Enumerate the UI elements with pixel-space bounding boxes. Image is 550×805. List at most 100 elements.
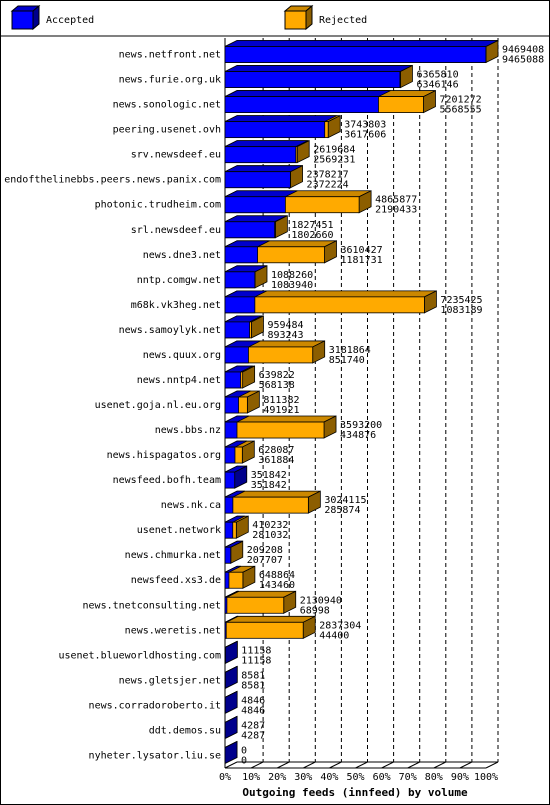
legend-label: Rejected xyxy=(319,15,367,26)
y-tick-label: srl.newsdeef.eu xyxy=(131,225,221,236)
value-label: 851740 xyxy=(329,355,365,366)
bar xyxy=(224,590,297,614)
bar xyxy=(224,490,246,514)
bar-face xyxy=(224,196,286,214)
bar-face xyxy=(224,346,249,364)
value-label: 1083189 xyxy=(440,305,482,316)
tick-mark xyxy=(407,761,420,769)
bar xyxy=(224,465,248,489)
value-label: 361884 xyxy=(258,455,294,466)
legend-label: Accepted xyxy=(46,15,94,26)
y-tick-label: newsfeed.xs3.de xyxy=(131,575,221,586)
bar xyxy=(224,390,251,414)
tick-mark xyxy=(459,761,473,769)
bar-face xyxy=(224,546,232,564)
bar xyxy=(224,565,242,589)
tick-mark xyxy=(433,761,447,769)
value-label: 3617606 xyxy=(344,130,386,141)
bar xyxy=(224,640,238,664)
value-label: 44400 xyxy=(319,630,349,641)
value-label: 8581 xyxy=(241,680,265,691)
value-label: 11158 xyxy=(241,655,271,666)
bar-face xyxy=(224,296,256,314)
value-label: 628087 xyxy=(258,445,294,456)
value-label: 285874 xyxy=(324,505,360,516)
value-label: 2569231 xyxy=(313,155,355,166)
bar xyxy=(224,565,256,589)
value-label: 4865877 xyxy=(375,195,417,206)
bar-face xyxy=(224,171,291,189)
value-label: 351842 xyxy=(251,470,287,481)
bar-face xyxy=(224,246,258,264)
bar xyxy=(224,315,262,339)
bar-face xyxy=(224,321,251,339)
value-label: 434876 xyxy=(340,430,376,441)
tick-mark xyxy=(276,761,290,769)
y-tick-label: srv.newsdeef.eu xyxy=(131,150,221,161)
value-label: 0 xyxy=(241,745,247,756)
value-label: 3743803 xyxy=(344,120,386,131)
tick-mark xyxy=(329,761,342,769)
y-tick-label: newsfeed.bofh.team xyxy=(113,475,221,486)
bar-face xyxy=(224,371,242,389)
y-tick-label: news.corradoroberto.it xyxy=(89,700,221,711)
bar xyxy=(224,140,308,164)
y-tick-label: news.chmurka.net xyxy=(125,550,221,561)
bar xyxy=(224,490,321,514)
y-tick-label: news.hispagatos.org xyxy=(107,450,221,461)
bar-face xyxy=(224,496,309,514)
x-tick-label: 40% xyxy=(320,772,338,783)
y-tick-label: usenet.network xyxy=(137,525,221,536)
bar-face xyxy=(224,271,256,289)
y-tick-label: news.quux.org xyxy=(143,350,221,361)
value-label: 648864 xyxy=(259,570,295,581)
y-tick-label: nntp.comgw.net xyxy=(137,275,221,286)
bar-face xyxy=(224,190,298,198)
value-label: 9465088 xyxy=(502,55,544,66)
bar-face xyxy=(224,146,297,164)
value-label: 410232 xyxy=(252,520,288,531)
x-tick-label: 90% xyxy=(451,772,469,783)
y-tick-label: usenet.blueworldhosting.com xyxy=(58,650,221,661)
bar-face xyxy=(224,596,228,614)
legend-swatch xyxy=(284,10,307,30)
value-label: 281032 xyxy=(252,530,288,541)
bar-face xyxy=(224,46,487,63)
bar xyxy=(224,90,391,113)
y-tick-label: m68k.vk3heg.net xyxy=(131,300,221,311)
bar xyxy=(224,590,240,614)
value-label: 3181864 xyxy=(329,345,371,356)
bar xyxy=(224,615,316,639)
chart-title: Outgoing feeds (innfeed) by volume xyxy=(242,786,468,799)
bar xyxy=(224,740,238,765)
value-label: 4846 xyxy=(241,695,265,706)
y-tick-label: endofthelinebbs.peers.news.panix.com xyxy=(4,175,221,186)
value-label: 7201272 xyxy=(439,95,481,106)
bar xyxy=(224,365,253,389)
bar xyxy=(224,65,413,88)
bar xyxy=(224,540,243,564)
value-label: 4287 xyxy=(241,730,265,741)
value-label: 1088260 xyxy=(271,270,313,281)
value-label: 4287 xyxy=(241,720,265,731)
bar-face xyxy=(224,615,316,623)
bar-face xyxy=(224,396,239,414)
value-label: 1181731 xyxy=(341,255,383,266)
bar-face xyxy=(224,71,401,88)
y-tick-label: news.tnetconsulting.net xyxy=(83,600,221,611)
y-tick-label: peering.usenet.ovh xyxy=(113,125,221,136)
bar-face xyxy=(224,446,236,464)
y-tick-label: news.dne3.net xyxy=(143,250,221,261)
bar xyxy=(224,615,239,639)
value-label: 2190433 xyxy=(375,205,417,216)
bar xyxy=(224,665,238,690)
tick-mark xyxy=(355,761,368,769)
x-tick-label: 10% xyxy=(242,772,260,783)
value-label: 207707 xyxy=(247,555,283,566)
tick-mark xyxy=(224,761,238,769)
y-tick-label: news.netfront.net xyxy=(119,50,221,61)
x-tick-label: 80% xyxy=(425,772,443,783)
y-tick-label: news.samoylyk.net xyxy=(119,325,221,336)
bar-face xyxy=(224,496,234,514)
y-tick-label: ddt.demos.su xyxy=(149,725,221,736)
